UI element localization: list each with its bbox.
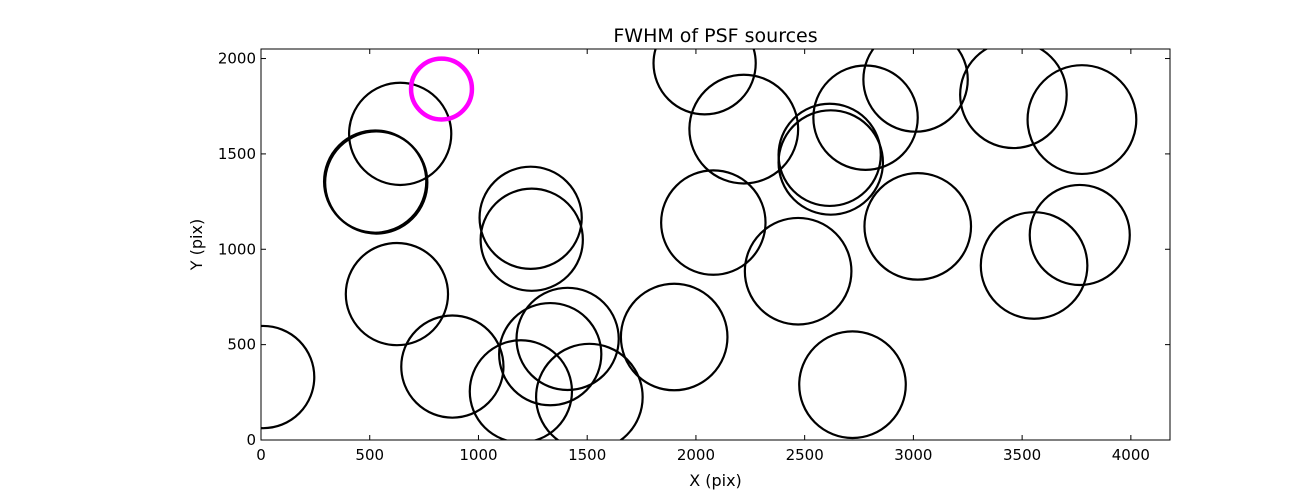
y-axis: 0 500 1000 1500 2000: [218, 50, 1170, 449]
source-circle: [979, 211, 1089, 320]
source-circle: [344, 241, 450, 347]
y-tick-label: 500: [227, 336, 256, 354]
y-tick-label: 0: [246, 431, 256, 449]
source-circle: [261, 324, 316, 430]
source-circle: [798, 330, 907, 440]
x-tick-label: 3500: [1003, 446, 1041, 464]
x-tick-label: 2000: [677, 446, 715, 464]
source-circle: [535, 342, 644, 440]
source-circle: [777, 109, 885, 216]
y-axis-label: Y (pix): [187, 219, 206, 271]
source-circle: [863, 172, 973, 281]
x-tick-label: 500: [355, 446, 384, 464]
source-circle: [743, 216, 853, 326]
source-circle: [478, 165, 583, 271]
y-tick-label: 2000: [218, 50, 256, 68]
source-circle: [468, 339, 574, 440]
highlight-source-circle: [408, 56, 475, 122]
source-circle: [660, 169, 767, 276]
chart-title: FWHM of PSF sources: [613, 25, 817, 47]
x-tick-label: 1500: [568, 446, 606, 464]
x-tick-label: 4000: [1112, 446, 1150, 464]
y-tick-label: 1000: [218, 240, 256, 258]
source-circle: [515, 286, 620, 392]
x-tick-label: 2500: [786, 446, 824, 464]
source-circle: [347, 81, 453, 187]
source-circle: [959, 49, 1068, 150]
source-circle: [479, 187, 584, 292]
source-circle: [400, 314, 505, 419]
plot-frame: [260, 48, 1171, 441]
source-circle: [1026, 64, 1138, 176]
source-circle: [324, 130, 429, 235]
source-circle: [862, 49, 969, 133]
x-axis: 0 500 1000 1500 2000 2500 3000 3500 4000: [256, 49, 1150, 464]
source-circle: [688, 73, 800, 185]
x-axis-label: X (pix): [689, 471, 742, 490]
source-circle: [619, 282, 729, 392]
y-tick-label: 1500: [218, 145, 256, 163]
x-tick-label: 3000: [894, 446, 932, 464]
source-circle: [498, 301, 603, 407]
source-circle: [652, 49, 757, 116]
x-tick-label: 0: [256, 446, 266, 464]
x-tick-label: 1000: [459, 446, 497, 464]
source-circle: [1028, 183, 1131, 287]
source-circles: [261, 49, 1138, 440]
